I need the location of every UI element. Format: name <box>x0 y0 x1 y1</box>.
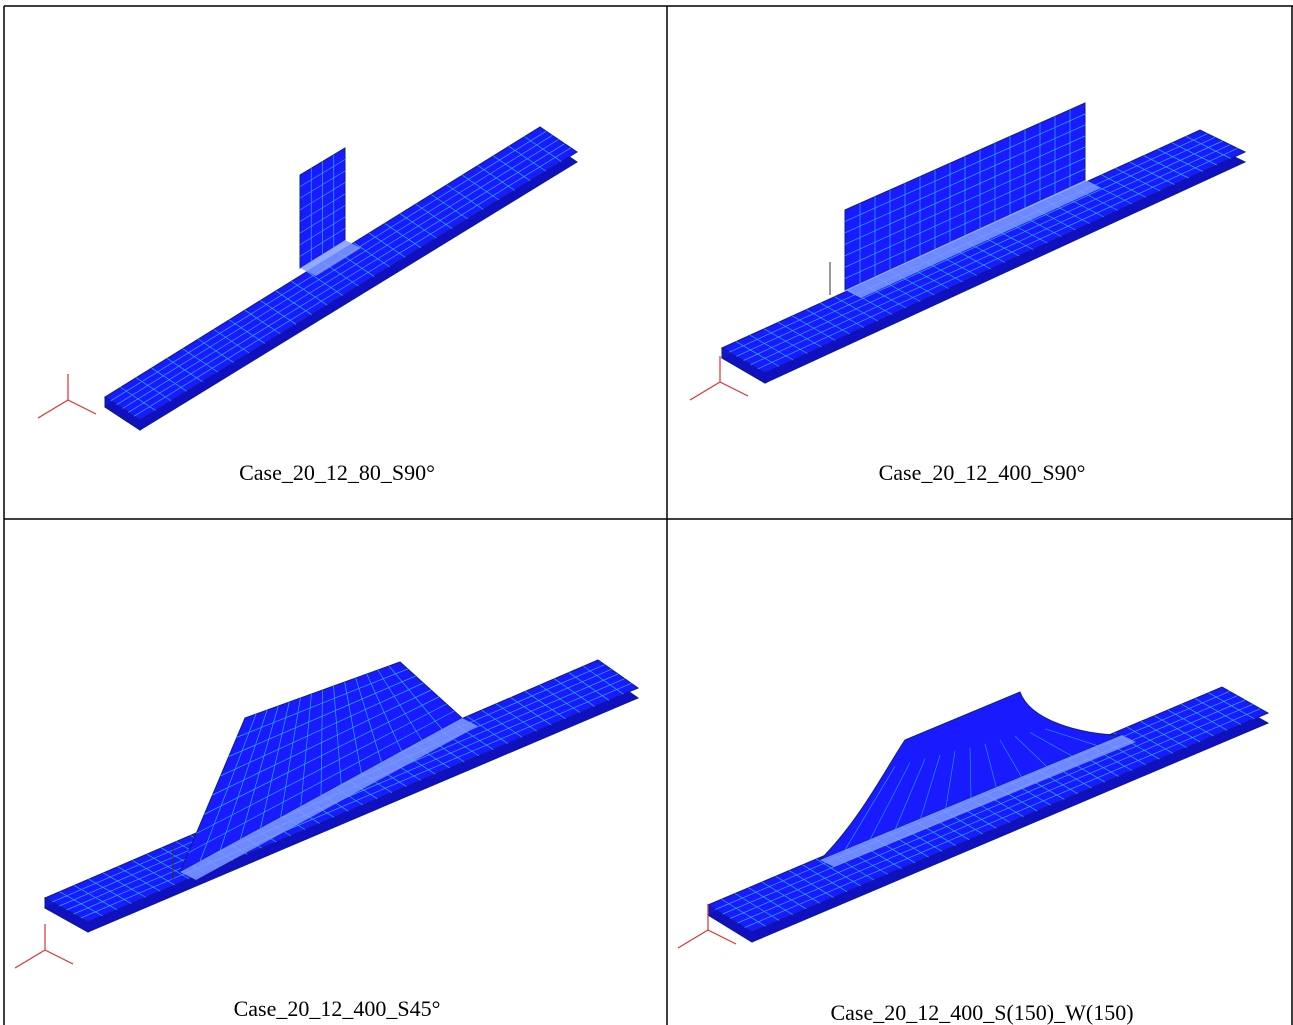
axis-triad <box>38 374 96 418</box>
figure: Case_20_12_80_S90° Case_20_12_400_S90° C… <box>0 0 1293 1025</box>
caption: Case_20_12_400_S(150)_W(150) <box>830 1000 1133 1025</box>
caption: Case_20_12_400_S90° <box>879 460 1086 485</box>
caption: Case_20_12_80_S90° <box>239 460 435 485</box>
axis-triad <box>15 924 73 968</box>
caption: Case_20_12_400_S45° <box>234 996 441 1021</box>
meshes <box>15 103 1268 968</box>
page: Case_20_12_80_S90° Case_20_12_400_S90° C… <box>0 0 1293 1025</box>
